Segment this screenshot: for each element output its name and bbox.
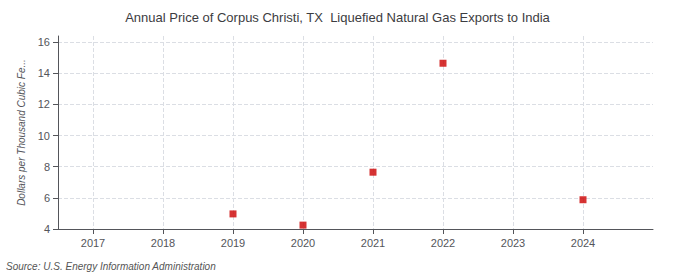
svg-text:16: 16 bbox=[38, 36, 50, 48]
svg-text:2024: 2024 bbox=[571, 237, 595, 249]
svg-text:14: 14 bbox=[38, 67, 50, 79]
svg-text:6: 6 bbox=[44, 192, 50, 204]
svg-text:4: 4 bbox=[44, 223, 50, 235]
svg-text:10: 10 bbox=[38, 130, 50, 142]
svg-text:Annual Price of Corpus Christi: Annual Price of Corpus Christi, TX Lique… bbox=[125, 10, 550, 25]
svg-text:Source: U.S. Energy Informatio: Source: U.S. Energy Information Administ… bbox=[6, 261, 216, 272]
svg-text:2022: 2022 bbox=[431, 237, 455, 249]
svg-text:2023: 2023 bbox=[501, 237, 525, 249]
svg-text:Dollars per Thousand Cubic Fe.: Dollars per Thousand Cubic Fe... bbox=[16, 59, 27, 206]
svg-text:2020: 2020 bbox=[291, 237, 315, 249]
svg-text:2017: 2017 bbox=[81, 237, 105, 249]
svg-text:12: 12 bbox=[38, 98, 50, 110]
svg-text:2019: 2019 bbox=[221, 237, 245, 249]
svg-text:8: 8 bbox=[44, 161, 50, 173]
svg-text:2021: 2021 bbox=[361, 237, 385, 249]
svg-text:2018: 2018 bbox=[151, 237, 175, 249]
